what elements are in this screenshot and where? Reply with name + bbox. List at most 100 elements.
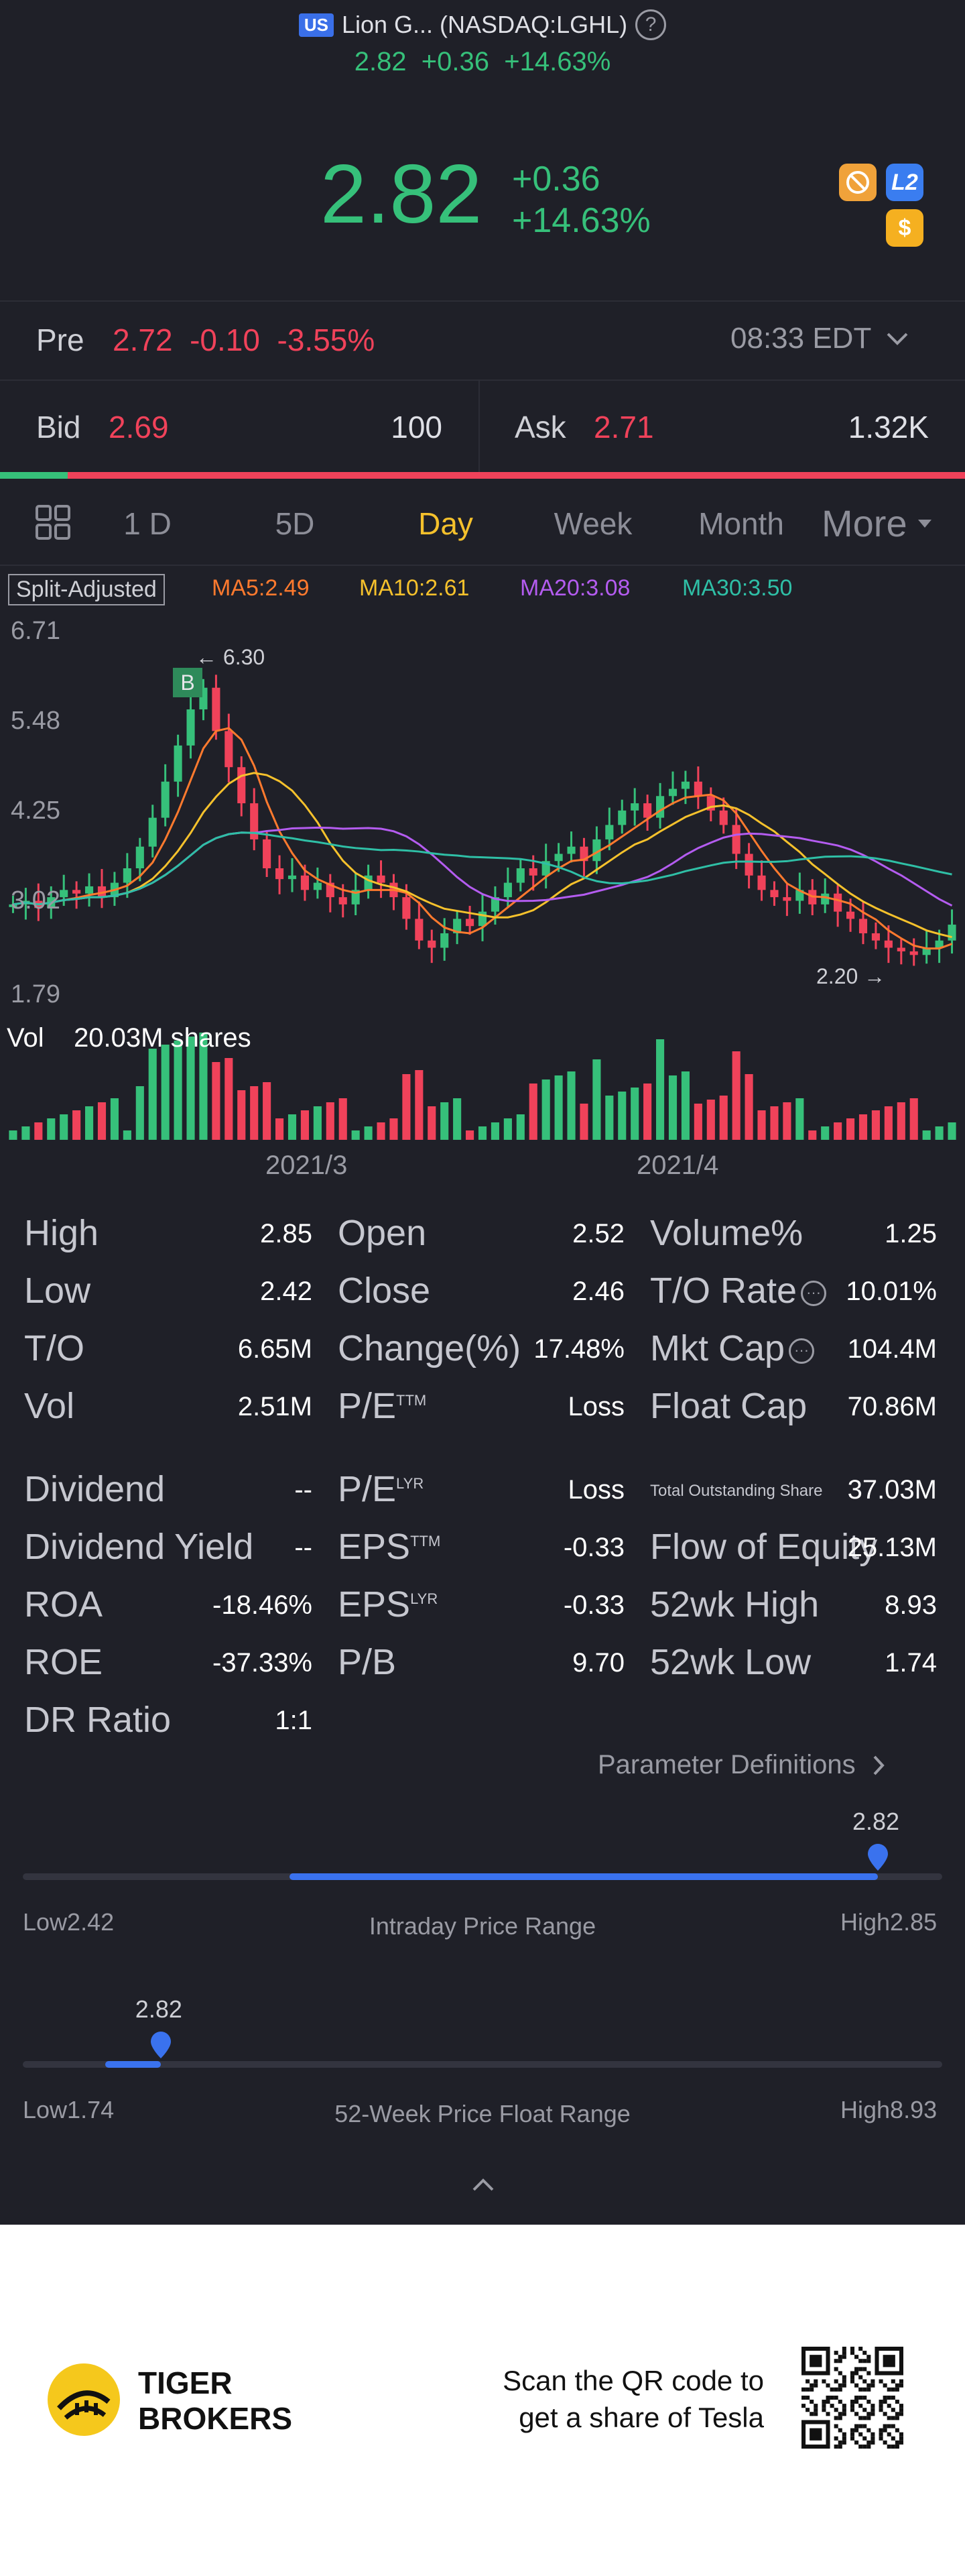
stat-label-superscript: TTM	[396, 1392, 427, 1409]
candle-body	[503, 882, 512, 898]
volume-bar	[668, 1075, 678, 1140]
chevron-up-icon[interactable]	[472, 2178, 495, 2192]
volume-bar	[466, 1130, 474, 1140]
week52-high-label: High	[840, 2096, 891, 2123]
volume-bar	[123, 1130, 131, 1140]
intraday-low: Low2.42	[23, 1908, 114, 1936]
intraday-current-value: 2.82	[852, 1808, 900, 1835]
grid-menu-icon[interactable]	[35, 504, 71, 544]
stat-label-text: Volume%	[650, 1213, 803, 1253]
candle-body	[757, 875, 766, 890]
candle-body	[935, 940, 944, 948]
low-marker: 2.20 →	[816, 964, 886, 988]
intraday-high-value: 2.85	[890, 1908, 938, 1936]
stat-label-text: Flow of Equity	[650, 1527, 878, 1567]
info-icon[interactable]: ···	[801, 1280, 827, 1306]
ask-size: 1.32K	[848, 410, 929, 445]
candle-body	[415, 919, 424, 941]
volume-bar	[897, 1102, 905, 1140]
volume-bar	[338, 1098, 347, 1140]
volume-bar	[300, 1110, 309, 1140]
candle-body	[148, 817, 157, 847]
candle-body	[377, 875, 385, 883]
split-adjusted-toggle[interactable]: Split-Adjusted	[8, 574, 165, 605]
stat-value: -0.33	[563, 1533, 625, 1562]
volume-bar	[135, 1086, 144, 1140]
volume-bar	[263, 1082, 271, 1140]
header-change: +0.36	[421, 47, 490, 76]
candle-body	[60, 890, 68, 898]
dollar-icon[interactable]: $	[886, 209, 923, 247]
candle-body	[858, 919, 868, 933]
stat-value: 2.52	[572, 1219, 625, 1248]
stat-label-text: 52wk High	[650, 1584, 820, 1625]
ma30-legend: MA30:3.50	[682, 575, 793, 601]
info-icon[interactable]: ···	[789, 1338, 815, 1364]
bid-price: 2.69	[109, 410, 169, 445]
brand-line2: BROKERS	[138, 2400, 293, 2436]
stat-label-text: Low	[24, 1271, 91, 1311]
stat-label: T/O	[24, 1328, 84, 1369]
stat-label-text: Close	[338, 1271, 431, 1311]
tab-1d[interactable]: 1 D	[123, 506, 172, 541]
candle-body	[161, 781, 170, 818]
stat-label-text: High	[24, 1213, 99, 1253]
volume-bar	[554, 1075, 563, 1140]
stat-value: 2.42	[260, 1277, 312, 1306]
premarket-time-toggle[interactable]: 08:33 EDT	[730, 322, 909, 355]
tab-month[interactable]: Month	[698, 506, 784, 541]
candle-body	[554, 854, 563, 862]
candle-body	[287, 875, 297, 880]
parameter-definitions-label: Parameter Definitions	[598, 1750, 856, 1779]
candle-body	[338, 897, 347, 904]
volume-bar	[453, 1098, 462, 1140]
x-tick-label: 2021/4	[637, 1151, 719, 1180]
stat-label: Change(%)	[338, 1328, 521, 1369]
divider	[0, 379, 965, 381]
week52-low-value: 1.74	[67, 2096, 115, 2123]
divider	[478, 379, 480, 473]
candle-body	[123, 868, 131, 883]
volume-bar	[478, 1126, 487, 1140]
stat-label-text: Total Outstanding Share	[650, 1482, 823, 1500]
volume-bar	[377, 1122, 385, 1140]
tab-week[interactable]: Week	[554, 506, 633, 541]
stat-label: Mkt Cap ···	[650, 1328, 815, 1369]
volume-value: 20.03M shares	[74, 1023, 251, 1053]
candle-body	[516, 868, 525, 883]
week52-low: Low1.74	[23, 2096, 114, 2124]
stat-label-text: ROA	[24, 1584, 103, 1625]
y-tick-label: 4.25	[11, 797, 60, 825]
stock-title[interactable]: Lion G... (NASDAQ:LGHL)	[341, 11, 628, 38]
tab-day[interactable]: Day	[418, 506, 473, 541]
level2-icon[interactable]: L2	[886, 164, 923, 201]
no-margin-icon[interactable]	[839, 164, 877, 201]
candle-body	[694, 781, 702, 797]
candle-body	[770, 890, 779, 898]
stat-label-text: P/E	[338, 1469, 397, 1509]
stat-label: EPSTTM	[338, 1526, 440, 1568]
tab-more[interactable]: More	[822, 502, 933, 545]
stat-value: 104.4M	[847, 1334, 937, 1364]
volume-bar	[415, 1070, 424, 1140]
intraday-low-value: 2.42	[67, 1908, 115, 1936]
volume-bar	[821, 1126, 830, 1140]
candle-body	[719, 810, 728, 825]
bid-ratio-fill	[0, 472, 68, 479]
candle-body	[834, 893, 842, 912]
candle-body	[263, 839, 271, 869]
stat-label: Close	[338, 1270, 430, 1311]
volume-bar	[745, 1074, 753, 1140]
price-chart[interactable]	[0, 603, 965, 1167]
parameter-definitions-link[interactable]: Parameter Definitions	[598, 1750, 885, 1780]
volume-bar	[161, 1045, 170, 1140]
volume-bar	[948, 1122, 956, 1140]
buy-marker[interactable]: B	[173, 668, 202, 697]
qr-code[interactable]	[801, 2347, 903, 2449]
volume-bar	[47, 1118, 56, 1140]
tab-5d[interactable]: 5D	[275, 506, 315, 541]
volume-bar	[313, 1106, 322, 1140]
volume-bar	[428, 1106, 436, 1140]
help-icon[interactable]: ?	[635, 9, 667, 40]
candle-body	[618, 810, 627, 825]
